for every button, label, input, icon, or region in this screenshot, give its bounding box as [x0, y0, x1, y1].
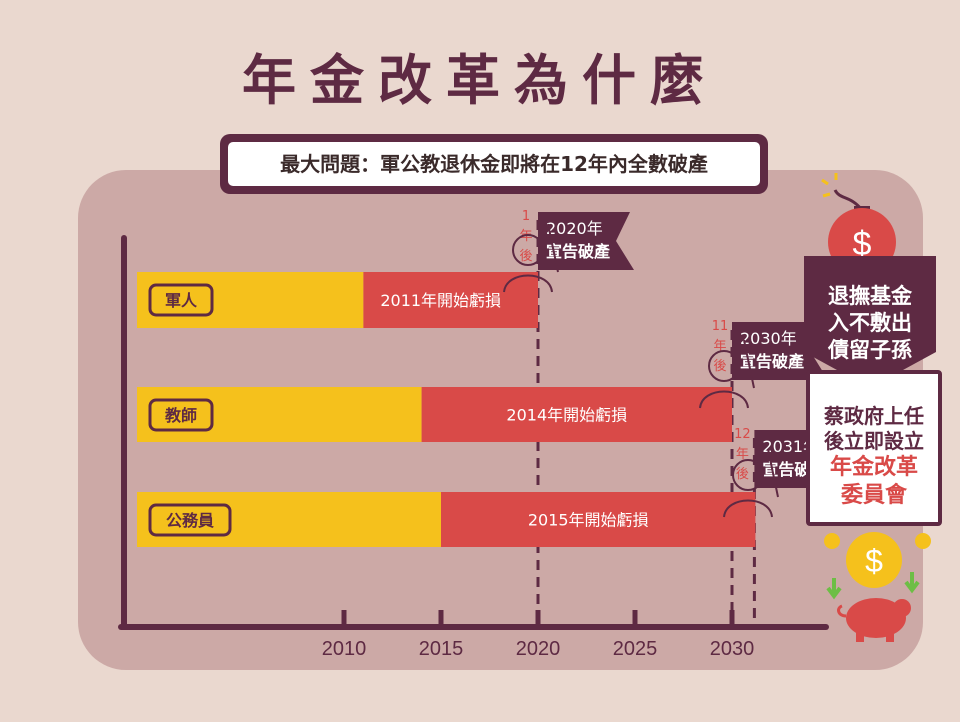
years-later-label: 後 [736, 467, 749, 482]
coin-icon [824, 533, 840, 549]
subtitle-box: 最大問題：軍公教退休金即將在12年內全數破產 [220, 134, 768, 194]
years-later-label: 12 [734, 427, 751, 442]
person-icon [708, 350, 740, 382]
bar-label: 公務員 [166, 511, 214, 530]
bar-label: 軍人 [165, 291, 198, 310]
years-later-label: 年 [519, 229, 532, 244]
committee-box: 蔡政府上任 後立即設立 年金改革 委員會 [806, 370, 942, 526]
x-tick-label: 2015 [419, 638, 464, 660]
years-later-label: 後 [519, 249, 532, 264]
arrow-text: 退撫基金 入不敷出 債留子孫 [828, 284, 912, 362]
years-later-label: 11 [712, 319, 729, 334]
green-arrow-icon [904, 572, 920, 594]
bar-label: 教師 [165, 406, 197, 425]
person-detail [767, 448, 779, 498]
flag-year: 2031年 [762, 437, 819, 456]
bar-label-box [148, 398, 214, 432]
person-body [699, 390, 749, 409]
flag-text: 宣告破產 [546, 242, 610, 261]
person-body [723, 499, 773, 518]
bar-deficit-text: 2015年開始虧損 [528, 511, 649, 530]
bar-deficit [421, 387, 732, 442]
x-tick-label: 2025 [613, 638, 658, 660]
green-arrow-icon [826, 578, 842, 600]
x-tick-label: 2020 [516, 638, 561, 660]
big-coin-icon [846, 532, 902, 588]
years-later-label: 年 [736, 447, 749, 462]
x-tick-label: 2010 [322, 638, 367, 660]
bar-label-box [148, 283, 214, 317]
person-detail [547, 223, 559, 273]
person-detail [743, 339, 755, 389]
down-arrow-shape [804, 256, 936, 388]
bar-deficit [441, 492, 756, 547]
coin-icon [915, 533, 931, 549]
person-icon [512, 234, 544, 266]
dollar-icon: $ [853, 225, 872, 263]
bar-deficit-text: 2014年開始虧損 [506, 406, 627, 425]
flag-year: 2030年 [740, 329, 797, 348]
coin-dollar-icon: $ [865, 543, 883, 579]
person-body [503, 274, 553, 293]
subtitle-text: 最大問題：軍公教退休金即將在12年內全數破產 [228, 142, 760, 186]
page-title: 年金改革為什麼 [242, 49, 718, 112]
years-later-label: 1 [522, 209, 530, 224]
flag-text: 宣告破產 [740, 352, 804, 371]
x-tick-label: 2030 [710, 638, 755, 660]
flag-year: 2020年 [546, 219, 603, 238]
side-graphics: $ $ [804, 173, 936, 642]
piggy-bank-icon [837, 598, 911, 642]
bankruptcy-flag [538, 212, 634, 270]
bar-label-box [148, 503, 232, 537]
person-icon [732, 459, 764, 491]
bar-deficit-text: 2011年開始虧損 [380, 291, 501, 310]
years-later-label: 後 [713, 359, 726, 374]
